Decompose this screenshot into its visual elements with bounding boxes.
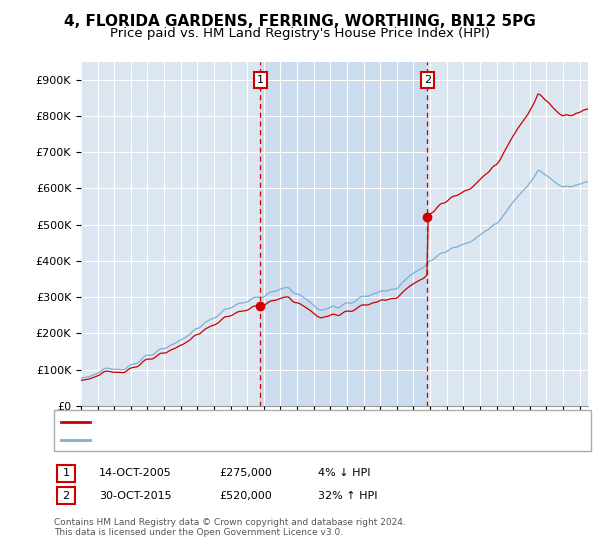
Text: Price paid vs. HM Land Registry's House Price Index (HPI): Price paid vs. HM Land Registry's House … xyxy=(110,27,490,40)
Text: 4, FLORIDA GARDENS, FERRING, WORTHING, BN12 5PG (detached house): 4, FLORIDA GARDENS, FERRING, WORTHING, B… xyxy=(97,417,500,427)
Text: 2: 2 xyxy=(424,74,431,85)
Text: HPI: Average price, detached house, Arun: HPI: Average price, detached house, Arun xyxy=(97,435,325,445)
Text: 32% ↑ HPI: 32% ↑ HPI xyxy=(318,491,377,501)
Text: 1: 1 xyxy=(62,468,70,478)
Text: Contains HM Land Registry data © Crown copyright and database right 2024.
This d: Contains HM Land Registry data © Crown c… xyxy=(54,518,406,538)
Text: 30-OCT-2015: 30-OCT-2015 xyxy=(99,491,172,501)
Text: 2: 2 xyxy=(62,491,70,501)
Text: £275,000: £275,000 xyxy=(219,468,272,478)
Bar xyxy=(260,62,427,406)
Text: 4% ↓ HPI: 4% ↓ HPI xyxy=(318,468,371,478)
Text: 1: 1 xyxy=(257,74,264,85)
Text: 14-OCT-2005: 14-OCT-2005 xyxy=(99,468,172,478)
Text: 4, FLORIDA GARDENS, FERRING, WORTHING, BN12 5PG: 4, FLORIDA GARDENS, FERRING, WORTHING, B… xyxy=(64,14,536,29)
Text: £520,000: £520,000 xyxy=(219,491,272,501)
